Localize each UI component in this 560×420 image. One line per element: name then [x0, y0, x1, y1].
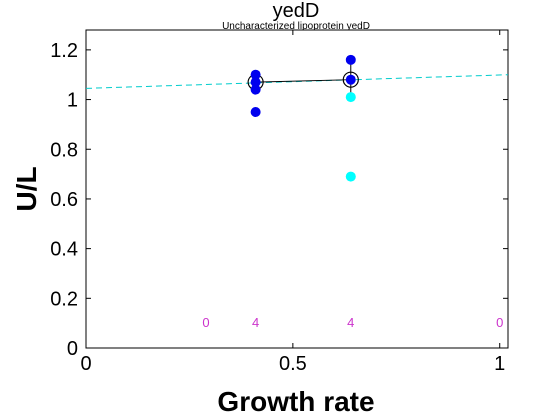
y-axis-label: U/L [11, 166, 42, 211]
data-point [345, 171, 356, 182]
y-tick-label: 0.2 [50, 288, 78, 310]
data-points [250, 54, 356, 182]
x-axis-label: Growth rate [217, 386, 374, 417]
y-tick-label: 0 [67, 338, 78, 360]
y-tick-label: 0.4 [50, 239, 78, 261]
plot-area [85, 29, 509, 349]
y-tick-label: 1 [67, 90, 78, 112]
x-tick-label: 0 [80, 353, 91, 375]
count-label: 0 [202, 315, 209, 330]
data-point [345, 92, 356, 103]
y-tick-label: 0.8 [50, 139, 78, 161]
y-tick-labels: 0 0.2 0.4 0.6 0.8 1 1.2 [50, 40, 78, 360]
count-label: 0 [496, 315, 503, 330]
axis-ticks [85, 30, 508, 349]
mean-connector [255, 79, 351, 83]
count-label: 4 [347, 315, 354, 330]
data-point [250, 69, 261, 80]
data-point [345, 54, 356, 65]
data-point [250, 106, 261, 117]
data-point [250, 84, 261, 95]
data-point [250, 77, 261, 88]
data-point [345, 74, 356, 85]
y-tick-label: 0.6 [50, 189, 78, 211]
x-tick-label: 1 [494, 353, 505, 375]
x-tick-label: 0.5 [279, 353, 307, 375]
x-tick-labels: 0 0.5 1 [80, 353, 505, 375]
chart-subtitle: Uncharacterized lipoprotein yedD [222, 21, 370, 32]
mean-marker [342, 71, 359, 88]
count-labels: 0 4 4 0 [202, 315, 503, 330]
count-label: 4 [252, 315, 259, 330]
y-tick-label: 1.2 [50, 40, 78, 62]
chart-title: yedD [273, 0, 320, 22]
